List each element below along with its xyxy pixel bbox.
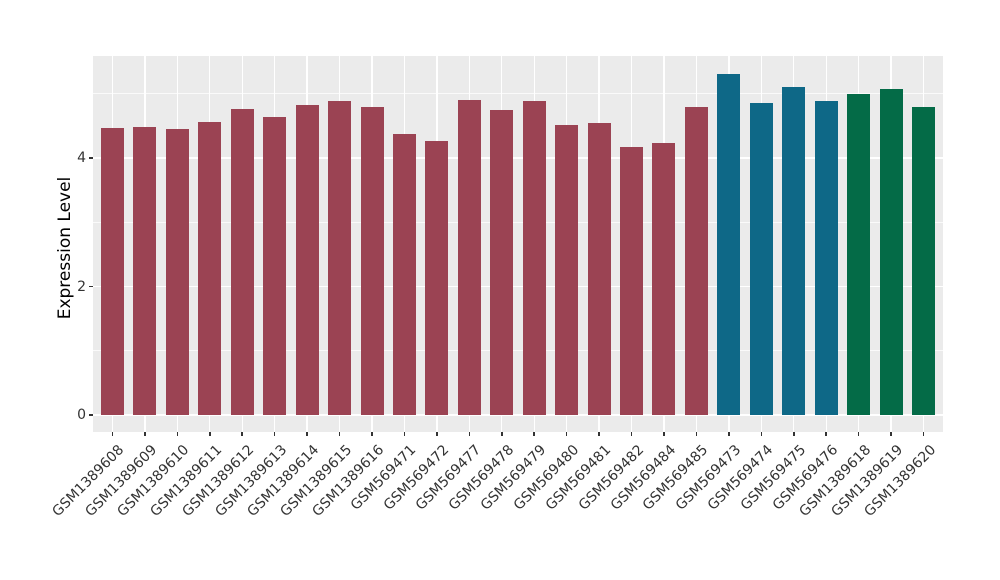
x-tick-mark	[890, 432, 892, 436]
x-tick-mark	[630, 432, 633, 436]
major-gridline	[93, 414, 943, 416]
x-tick-mark	[111, 432, 114, 436]
x-tick-mark	[209, 432, 211, 436]
bar	[522, 101, 546, 415]
bar	[490, 109, 514, 415]
bar	[360, 106, 384, 415]
bar	[165, 129, 189, 415]
bar	[198, 122, 222, 415]
y-axis-title: Expression Level	[55, 176, 75, 320]
x-tick-mark	[695, 432, 698, 436]
bar	[717, 73, 741, 415]
major-gridline	[93, 285, 943, 288]
x-tick-mark	[922, 432, 925, 436]
x-tick-mark	[403, 432, 406, 436]
x-tick-mark	[825, 432, 827, 436]
bar	[457, 100, 481, 415]
bar	[912, 107, 936, 415]
bar	[879, 88, 903, 415]
y-tick-mark	[89, 285, 93, 288]
x-tick-mark	[371, 432, 373, 436]
bar	[587, 122, 611, 415]
x-tick-mark	[533, 432, 535, 436]
x-tick-mark	[565, 432, 568, 436]
x-tick-mark	[144, 432, 146, 436]
x-tick-mark	[793, 432, 795, 436]
bar	[392, 134, 416, 415]
bar	[847, 93, 871, 415]
bar	[620, 147, 644, 415]
y-tick-label: 4	[77, 150, 86, 166]
bar	[814, 101, 838, 415]
x-tick-mark	[501, 432, 503, 436]
bar	[328, 100, 352, 415]
minor-gridline	[93, 350, 943, 352]
x-tick-mark	[663, 432, 665, 436]
bar	[425, 140, 449, 415]
x-tick-mark	[598, 432, 600, 436]
bar	[652, 142, 676, 415]
bar	[133, 127, 157, 415]
x-tick-mark	[176, 432, 179, 436]
bar	[684, 107, 708, 415]
minor-gridline	[93, 221, 943, 223]
bar	[263, 116, 287, 415]
x-tick-mark	[728, 432, 730, 436]
x-tick-mark	[338, 432, 341, 436]
bar	[782, 87, 806, 415]
x-tick-mark	[436, 432, 438, 436]
bar	[295, 104, 319, 415]
bar	[230, 109, 254, 415]
y-tick-mark	[89, 157, 93, 159]
x-tick-mark	[273, 432, 276, 436]
y-tick-label: 2	[77, 278, 86, 295]
x-tick-mark	[241, 432, 243, 436]
y-tick-label: 0	[77, 407, 86, 423]
x-tick-mark	[468, 432, 471, 436]
minor-gridline	[93, 93, 943, 95]
bar	[749, 102, 773, 415]
x-tick-mark	[760, 432, 763, 436]
y-tick-mark	[89, 414, 93, 416]
bar	[555, 125, 579, 415]
x-tick-mark	[306, 432, 308, 436]
x-tick-mark	[857, 432, 860, 436]
bar	[100, 128, 124, 415]
major-gridline	[93, 157, 943, 159]
